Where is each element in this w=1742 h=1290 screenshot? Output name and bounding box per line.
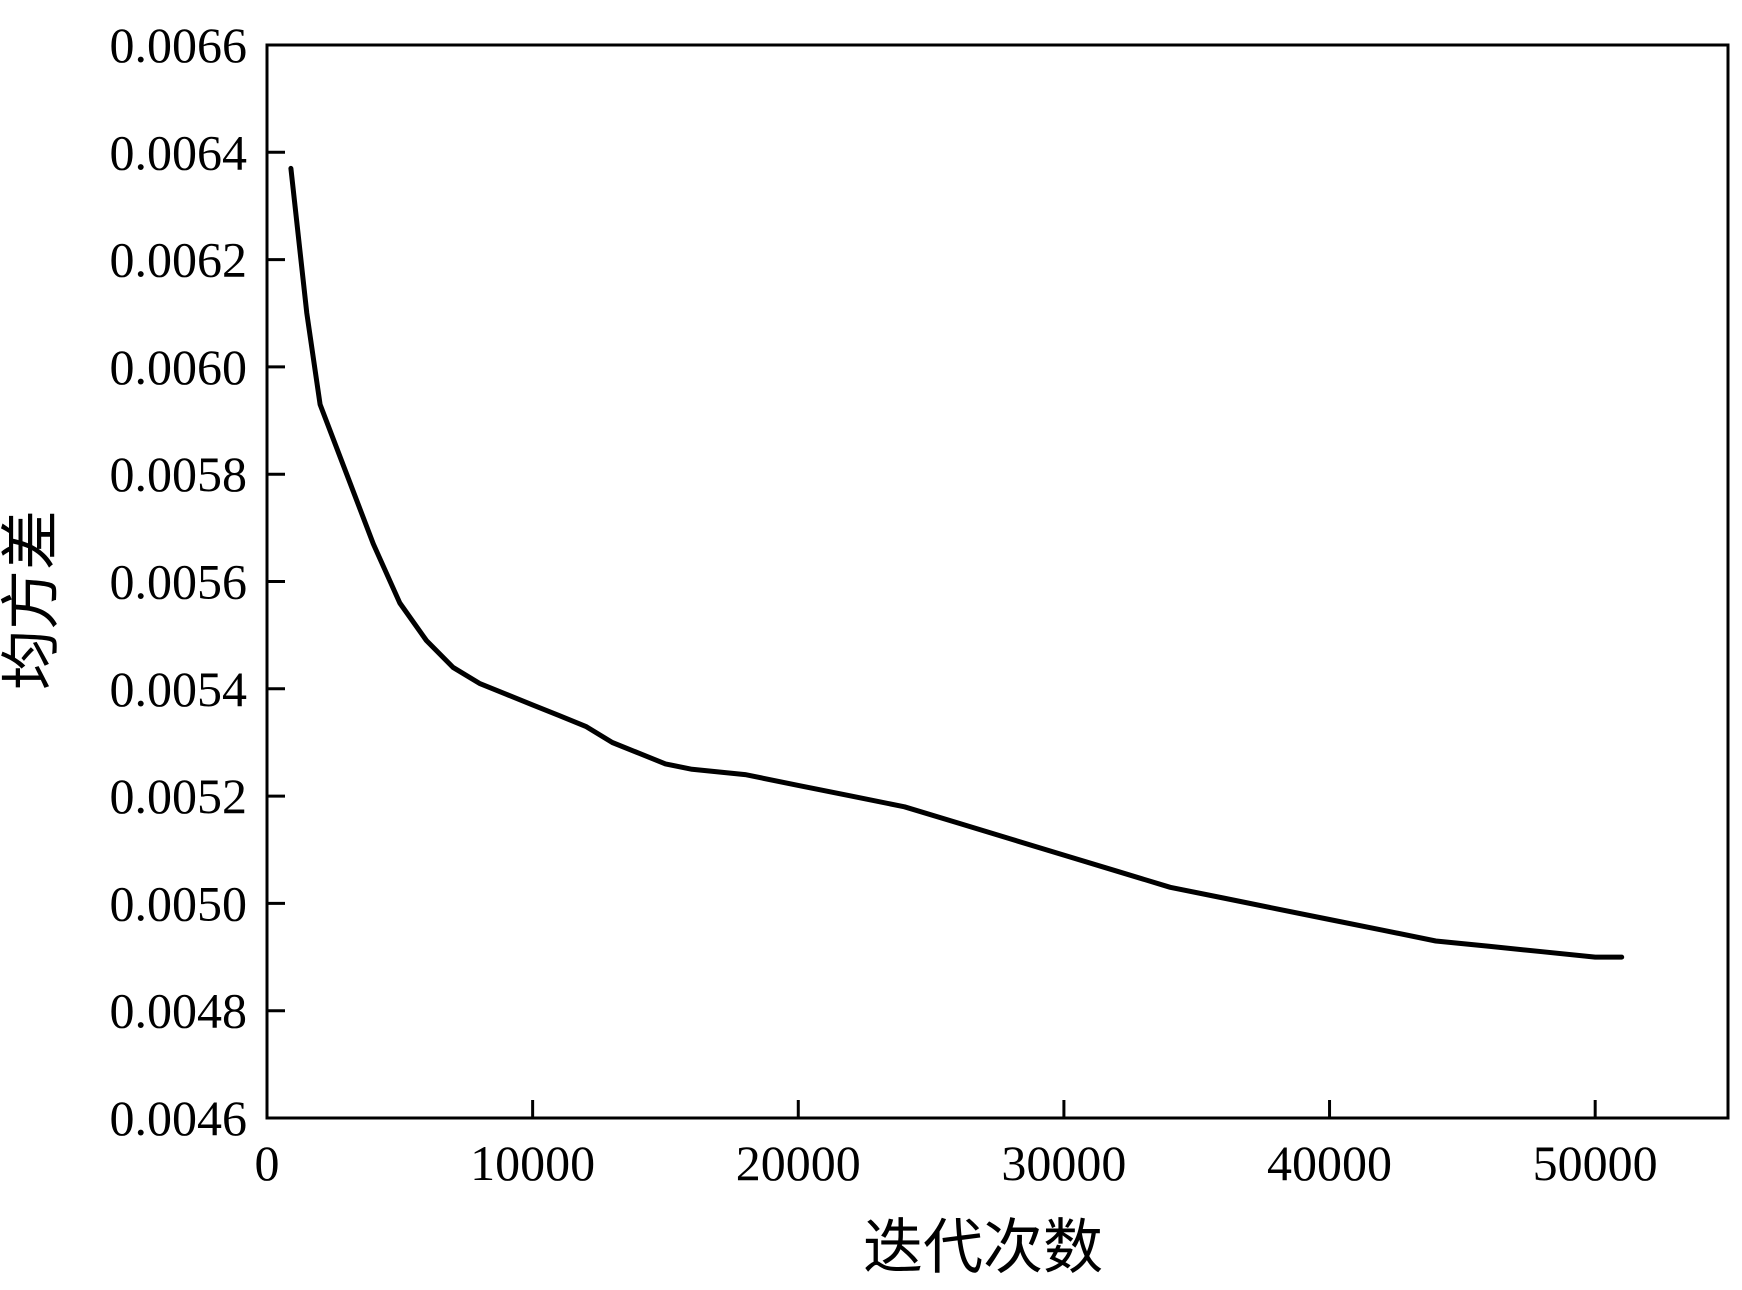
y-tick-label: 0.0046 <box>110 1090 248 1146</box>
x-tick-label: 40000 <box>1267 1135 1392 1191</box>
y-tick-label: 0.0062 <box>110 232 248 288</box>
y-tick-label: 0.0056 <box>110 554 248 610</box>
x-tick-label: 30000 <box>1001 1135 1126 1191</box>
x-tick-label: 20000 <box>736 1135 861 1191</box>
x-axis: 0 10000 20000 30000 40000 50000 <box>255 1100 1658 1191</box>
y-tick-label: 0.0052 <box>110 768 248 824</box>
y-axis-title: 均方差 <box>0 510 67 690</box>
x-tick-label: 10000 <box>470 1135 595 1191</box>
y-tick-label: 0.0064 <box>110 124 248 180</box>
y-tick-label: 0.0066 <box>110 17 248 73</box>
y-tick-label: 0.0058 <box>110 446 248 502</box>
y-tick-label: 0.0048 <box>110 983 248 1039</box>
x-tick-label: 50000 <box>1533 1135 1658 1191</box>
y-tick-label: 0.0060 <box>110 339 248 395</box>
x-axis-title: 迭代次数 <box>863 1213 1103 1283</box>
plot-frame <box>265 43 1730 1120</box>
plot-series <box>288 165 1625 960</box>
series-line-0 <box>288 165 1625 960</box>
y-tick-label: 0.0054 <box>110 661 248 717</box>
y-axis: 0.0046 0.0048 0.0050 0.0052 0.0054 0.0056 0.00… <box>110 17 285 1146</box>
x-tick-label: 0 <box>255 1135 280 1191</box>
y-tick-label: 0.0050 <box>110 875 248 931</box>
